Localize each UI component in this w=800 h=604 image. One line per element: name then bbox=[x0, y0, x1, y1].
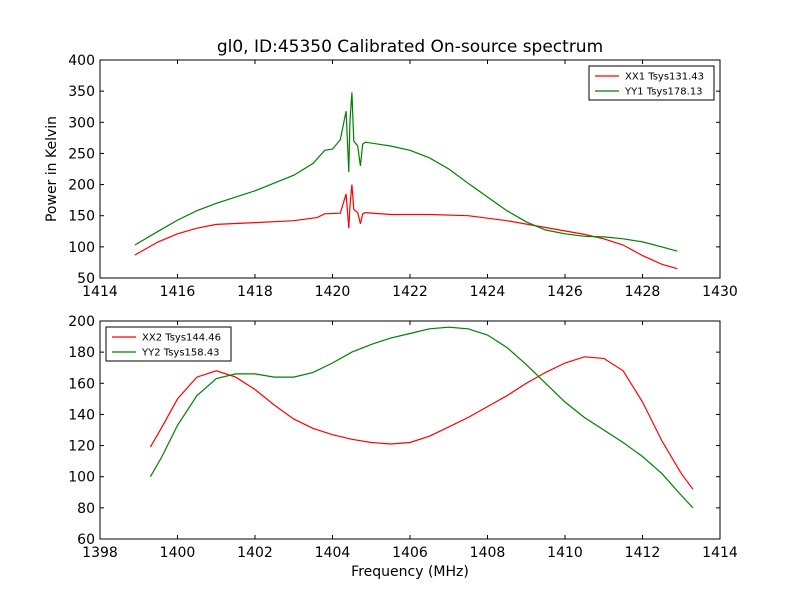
y-tick-label: 160 bbox=[68, 376, 95, 392]
x-tick-label: 1422 bbox=[392, 284, 428, 300]
y-tick-label: 100 bbox=[68, 470, 95, 486]
x-tick-label: 1428 bbox=[625, 284, 661, 300]
series-line-2 bbox=[149, 326, 694, 509]
y-tick-label: 180 bbox=[68, 345, 95, 361]
y-tick-label: 150 bbox=[68, 209, 95, 225]
y-tick-label: 120 bbox=[68, 439, 95, 455]
x-tick-label: 1426 bbox=[547, 284, 583, 300]
x-axis-label: Frequency (MHz) bbox=[351, 564, 469, 580]
legend-entry: YY2 Tsys158.43 bbox=[141, 348, 220, 359]
y-tick-label: 80 bbox=[77, 501, 95, 517]
y-tick-label: 250 bbox=[68, 146, 95, 162]
series-line-2 bbox=[134, 92, 678, 252]
figure-title: gl0, ID:45350 Calibrated On-source spect… bbox=[217, 37, 603, 57]
x-tick-label: 1414 bbox=[702, 545, 738, 561]
top-plot: 1414 1416 1418 1420 1422 1424 1426 1428 1430 50 10… bbox=[44, 53, 738, 300]
legend-box bbox=[105, 326, 232, 362]
series-line-1 bbox=[134, 184, 678, 270]
bottom-plot: 1398 1400 1402 1404 1406 1408 1410 1412 1414 60 80… bbox=[68, 314, 738, 580]
legend-box bbox=[588, 65, 715, 101]
x-tick-label: 1410 bbox=[547, 545, 583, 561]
x-tick-label: 1400 bbox=[160, 545, 196, 561]
x-tick-label: 1418 bbox=[237, 284, 273, 300]
y-tick-label: 60 bbox=[77, 532, 95, 548]
y-tick-label: 100 bbox=[68, 240, 95, 256]
y-tick-label: 200 bbox=[68, 314, 95, 330]
x-tick-label: 1402 bbox=[237, 545, 273, 561]
x-tick-label: 1404 bbox=[315, 545, 351, 561]
x-tick-label: 1424 bbox=[470, 284, 506, 300]
x-tick-label: 1420 bbox=[315, 284, 351, 300]
legend-entry: YY1 Tsys178.13 bbox=[624, 87, 703, 98]
x-tick-label: 1408 bbox=[470, 545, 506, 561]
series-line-1 bbox=[149, 356, 694, 490]
x-tick-label: 1398 bbox=[82, 545, 118, 561]
legend-entry: XX2 Tsys144.46 bbox=[142, 333, 221, 344]
y-tick-label: 200 bbox=[68, 178, 95, 194]
x-tick-label: 1430 bbox=[702, 284, 738, 300]
legend: XX2 Tsys144.46 YY2 Tsys158.43 bbox=[105, 326, 232, 362]
legend: XX1 Tsys131.43 YY1 Tsys178.13 bbox=[588, 65, 715, 101]
y-tick-label: 140 bbox=[68, 407, 95, 423]
y-tick-label: 50 bbox=[77, 271, 95, 287]
legend-entry: XX1 Tsys131.43 bbox=[625, 72, 704, 83]
x-tick-label: 1406 bbox=[392, 545, 428, 561]
y-tick-label: 400 bbox=[68, 53, 95, 69]
x-tick-label: 1416 bbox=[160, 284, 196, 300]
y-tick-label: 300 bbox=[68, 115, 95, 131]
x-tick-label: 1412 bbox=[625, 545, 661, 561]
y-axis-label: Power in Kelvin bbox=[44, 116, 60, 222]
x-tick-label: 1414 bbox=[82, 284, 118, 300]
y-tick-label: 350 bbox=[68, 84, 95, 100]
